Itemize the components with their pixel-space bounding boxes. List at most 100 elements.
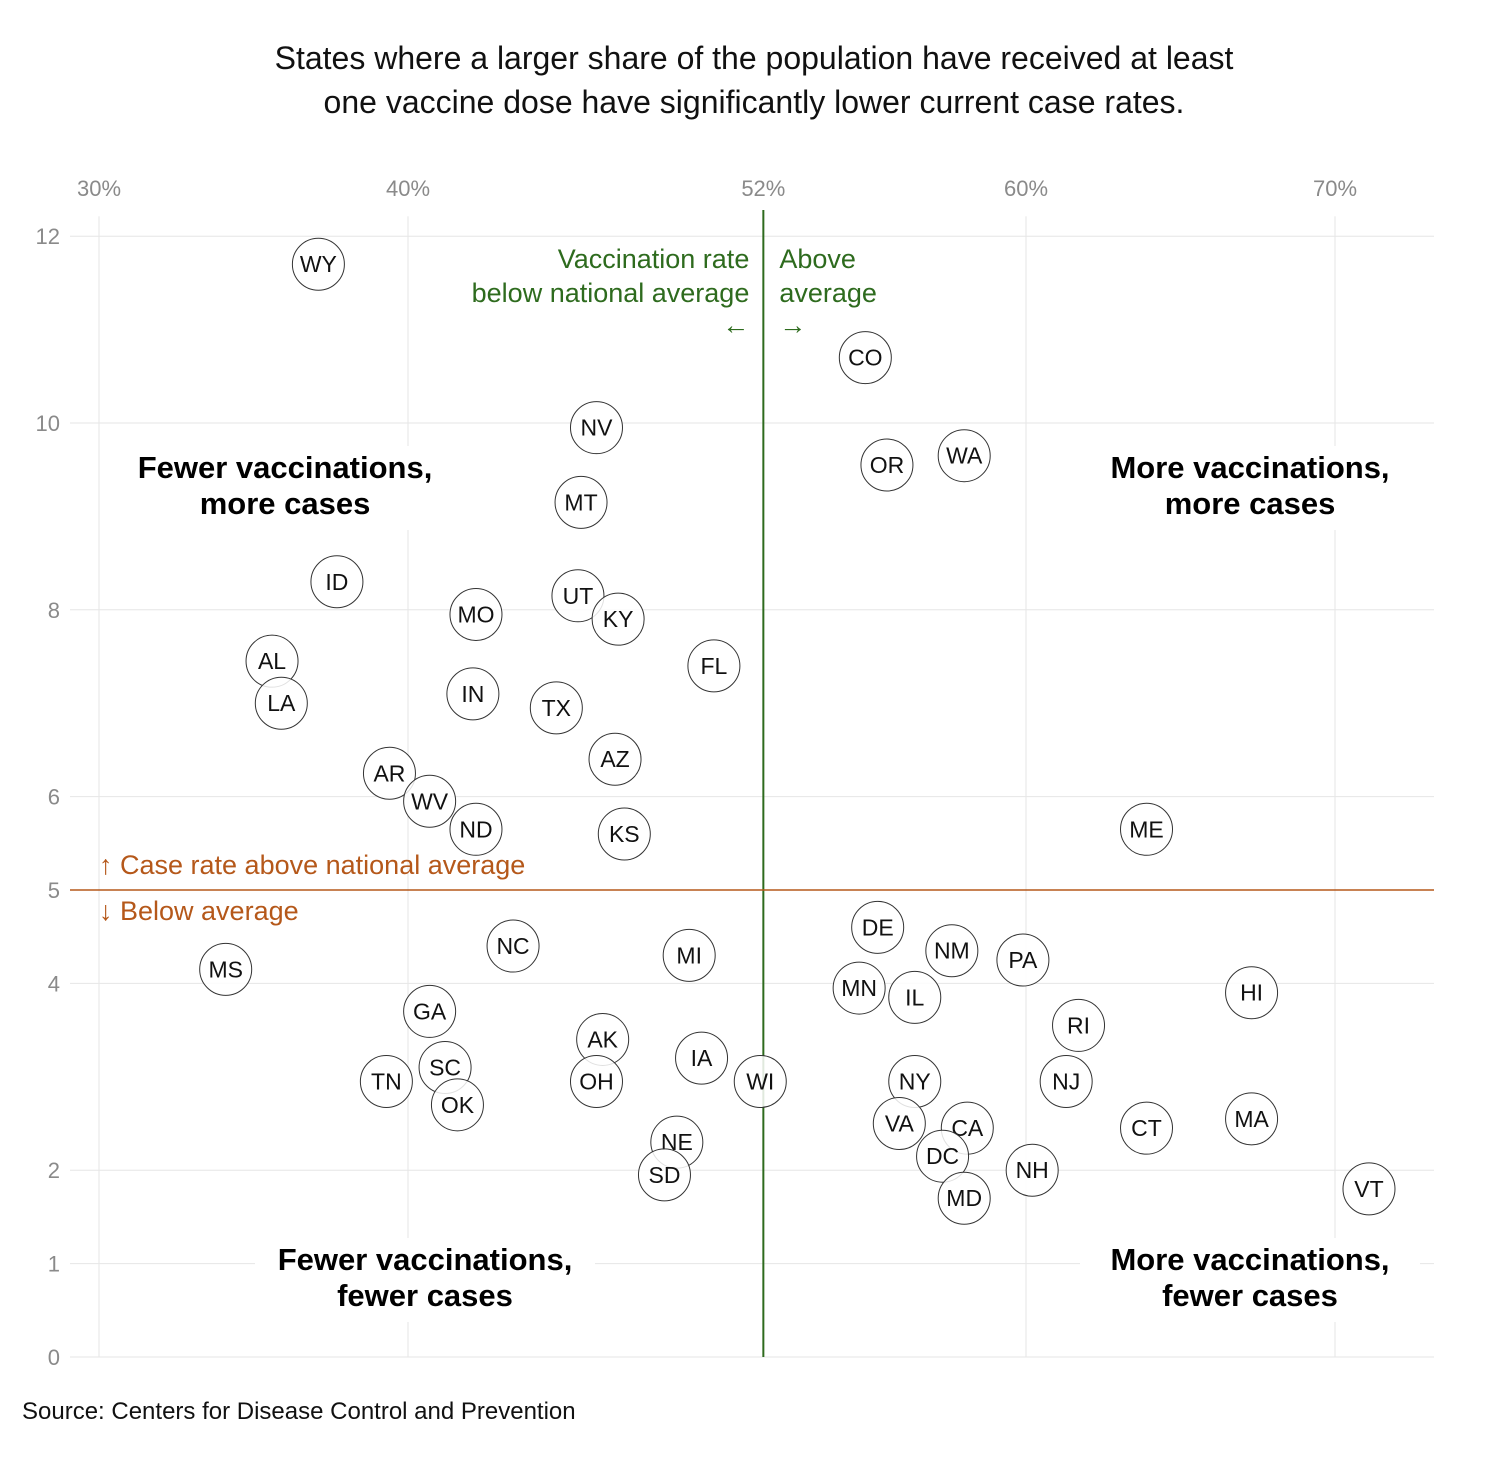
state-point-tn: TN — [359, 1054, 413, 1108]
state-point-nh: NH — [1005, 1143, 1059, 1197]
quadrant-label-top-left-0: Fewer vaccinations, — [138, 450, 433, 485]
state-label-nc: NC — [496, 933, 529, 959]
annotation-above-vax-0: Above — [779, 244, 856, 274]
state-label-tn: TN — [371, 1068, 402, 1094]
state-label-de: DE — [862, 914, 894, 940]
state-marker-nv — [569, 401, 623, 455]
state-point-ct: CT — [1120, 1101, 1174, 1155]
state-marker-md — [937, 1171, 991, 1225]
state-point-wv: WV — [403, 774, 457, 828]
state-marker-mo — [449, 587, 503, 641]
state-label-ma: MA — [1234, 1106, 1269, 1132]
x-axis-ticks: 30% 40% 52% 60% 70% — [77, 176, 1357, 201]
state-point-md: MD — [937, 1171, 991, 1225]
state-label-il: IL — [905, 984, 924, 1010]
state-label-wy: WY — [300, 251, 337, 277]
state-marker-wv — [403, 774, 457, 828]
state-label-ks: KS — [609, 821, 640, 847]
x-tick-label-0: 30% — [77, 176, 121, 201]
state-marker-ri — [1052, 998, 1106, 1052]
state-point-or: OR — [860, 438, 914, 492]
y-tick-label-1: 10 — [36, 411, 60, 436]
state-point-mo: MO — [449, 587, 503, 641]
state-point-id: ID — [310, 555, 364, 609]
state-marker-in — [446, 667, 500, 721]
state-label-ak: AK — [587, 1026, 618, 1052]
state-label-ri: RI — [1067, 1012, 1090, 1038]
quadrant-label-bottom-left-0: Fewer vaccinations, — [278, 1242, 573, 1277]
x-tick-label-4: 70% — [1313, 176, 1357, 201]
state-label-la: LA — [267, 690, 296, 716]
state-point-in: IN — [446, 667, 500, 721]
state-marker-ks — [597, 807, 651, 861]
state-marker-tx — [529, 681, 583, 735]
state-marker-ma — [1225, 1092, 1279, 1146]
state-label-ga: GA — [413, 998, 447, 1024]
state-marker-az — [588, 732, 642, 786]
quadrant-label-bg-top-left — [115, 446, 455, 530]
state-label-oh: OH — [579, 1068, 614, 1094]
right-arrow-icon: → — [779, 310, 806, 340]
state-point-wy: WY — [291, 237, 345, 291]
y-tick-label-7: 1 — [48, 1252, 60, 1277]
state-label-al: AL — [258, 648, 286, 674]
state-point-vt: VT — [1342, 1162, 1396, 1216]
state-point-nm: NM — [925, 924, 979, 978]
state-label-nj: NJ — [1052, 1068, 1080, 1094]
state-marker-ms — [199, 942, 253, 996]
state-point-de: DE — [851, 900, 905, 954]
state-label-mo: MO — [457, 601, 494, 627]
state-point-tx: TX — [529, 681, 583, 735]
state-point-sd: SD — [637, 1148, 691, 1202]
state-marker-nm — [925, 924, 979, 978]
state-label-dc: DC — [926, 1143, 959, 1169]
quadrant-label-bg-top-right — [1080, 446, 1420, 530]
x-tick-label-2: 52% — [741, 176, 785, 201]
state-point-ma: MA — [1225, 1092, 1279, 1146]
state-point-mn: MN — [832, 961, 886, 1015]
quadrant-label-top-right-1: more cases — [1165, 486, 1336, 521]
quadrant-label-bottom-right-0: More vaccinations, — [1110, 1242, 1389, 1277]
state-point-dc: DC — [916, 1129, 970, 1183]
state-marker-wa — [937, 429, 991, 483]
state-label-nh: NH — [1016, 1157, 1049, 1183]
grid-lines — [70, 216, 1434, 1358]
state-marker-ga — [403, 984, 457, 1038]
state-point-ks: KS — [597, 807, 651, 861]
state-label-mi: MI — [676, 942, 702, 968]
state-label-md: MD — [946, 1185, 982, 1211]
state-point-ia: IA — [675, 1031, 729, 1085]
state-marker-ok — [430, 1078, 484, 1132]
chart-title: States where a larger share of the popul… — [0, 36, 1508, 124]
state-point-la: LA — [254, 676, 308, 730]
state-point-ky: KY — [591, 592, 645, 646]
state-label-az: AZ — [600, 746, 629, 772]
left-arrow-icon: ← — [722, 310, 749, 340]
state-point-ut: UT — [551, 569, 605, 623]
state-point-va: VA — [872, 1097, 926, 1150]
state-point-co: CO — [838, 331, 892, 385]
state-point-nc: NC — [486, 919, 540, 973]
state-point-pa: PA — [996, 933, 1050, 987]
state-marker-il — [888, 970, 942, 1024]
state-point-nj: NJ — [1039, 1054, 1093, 1108]
quadrant-label-bottom-right-1: fewer cases — [1162, 1278, 1338, 1313]
state-marker-ky — [591, 592, 645, 646]
state-point-az: AZ — [588, 732, 642, 786]
state-marker-pa — [996, 933, 1050, 987]
source-note: Source: Centers for Disease Control and … — [22, 1398, 576, 1425]
state-marker-wy — [291, 237, 345, 291]
reference-lines — [70, 210, 1434, 1357]
state-point-ga: GA — [403, 984, 457, 1038]
state-point-nd: ND — [449, 802, 503, 856]
state-marker-co — [838, 331, 892, 385]
state-label-ar: AR — [373, 760, 405, 786]
quadrant-label-bottom-left-1: fewer cases — [337, 1278, 513, 1313]
state-label-or: OR — [870, 452, 905, 478]
state-point-nv: NV — [569, 401, 623, 455]
state-marker-nc — [486, 919, 540, 973]
state-marker-wi — [733, 1054, 787, 1108]
quadrant-label-top-right-0: More vaccinations, — [1110, 450, 1389, 485]
